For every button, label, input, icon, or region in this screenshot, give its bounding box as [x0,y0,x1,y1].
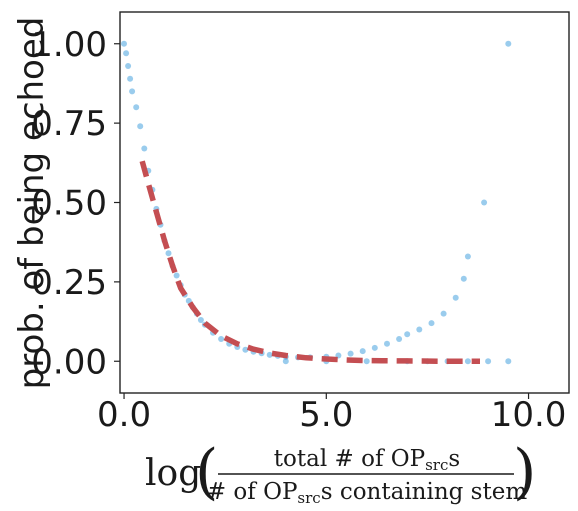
scatter-point-57 [464,358,471,365]
x-axis-ticks: 0.0 5.0 10.0 [97,393,566,435]
scatter-point-59 [505,358,512,365]
scatter-point-24 [218,336,225,342]
x-tick-label-1: 5.0 [299,395,353,435]
scatter-point-47 [460,275,467,282]
scatter-point-38 [359,348,366,355]
scatter-point-49 [481,199,488,206]
scatter-point-39 [371,344,378,351]
scatter-point-41 [396,336,403,342]
scatter-point-50 [505,40,512,47]
y-tick-label-2: 0.50 [31,184,107,224]
scatter-point-48 [464,253,471,260]
scatter-points [121,40,512,365]
scatter-point-18 [185,297,192,304]
x-tick-label-2: 10.0 [491,395,567,435]
scatter-point-53 [363,358,370,365]
x-axis-label: log ( total # of OPsrcs # of OPsrcs cont… [145,437,536,507]
scatter-point-15 [173,272,180,279]
x-axis-label-log: log [145,453,201,494]
scatter-point-42 [404,331,411,338]
scatter-point-1 [123,50,130,57]
scatter-point-27 [242,346,249,353]
scatter-point-44 [428,320,435,327]
scatter-point-45 [440,310,447,317]
fit-line-path [139,160,480,365]
y-tick-label-4: 1.00 [31,25,107,65]
plot-frame [119,11,570,394]
scatter-point-4 [129,88,136,95]
scatter-point-46 [452,294,459,301]
scatter-point-2 [125,63,132,69]
fit-line [139,160,480,365]
x-axis-label-right-paren: ) [513,437,536,507]
scatter-point-6 [137,123,144,130]
y-tick-label-1: 0.25 [31,263,107,303]
y-tick-label-3: 0.75 [31,104,107,144]
scatter-point-43 [416,326,423,333]
x-tick-label-0: 0.0 [97,395,151,435]
scatter-point-3 [127,75,134,82]
scatter-point-13 [165,250,172,257]
scatter-point-30 [266,351,273,358]
scatter-point-7 [141,145,148,152]
scatter-point-37 [347,350,354,357]
y-axis-label: prob. of being echoed [12,17,52,390]
scatter-point-0 [121,40,127,47]
scatter-point-51 [282,358,289,365]
scatter-point-40 [384,340,390,347]
x-axis-label-numerator: total # of OPsrcs [274,446,460,474]
x-axis-label-denominator: # of OPsrcs containing stem [207,479,528,507]
y-tick-label-0: 0.00 [31,342,107,382]
scatter-point-5 [133,104,140,111]
scatter-point-58 [485,358,492,365]
y-axis-ticks: 0.00 0.25 0.50 0.75 1.00 [31,25,120,382]
scatter-point-21 [197,317,204,323]
x-axis-label-left-paren: ( [195,437,218,507]
